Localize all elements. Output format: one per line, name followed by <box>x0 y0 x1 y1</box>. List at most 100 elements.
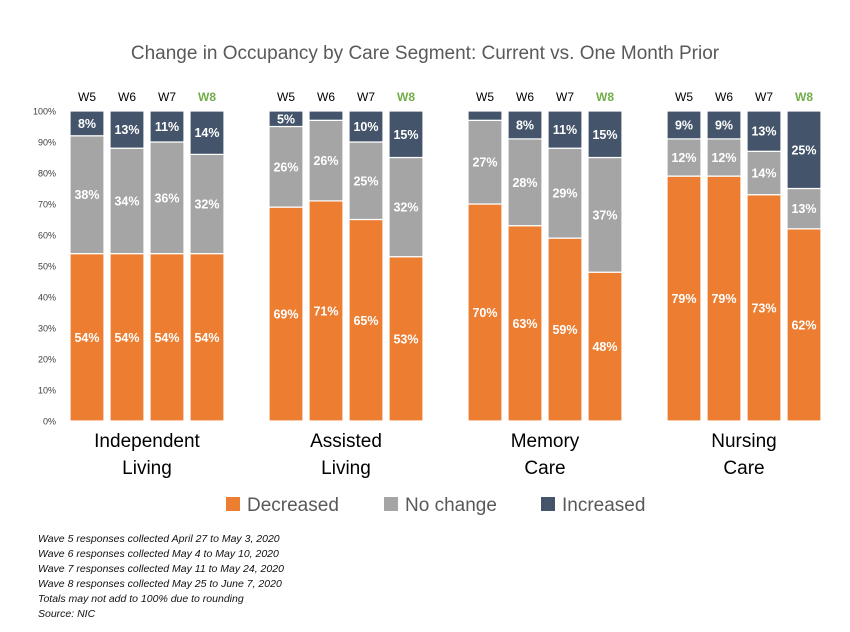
wave-label: W7 <box>755 90 773 104</box>
bar-group: W5 54% 38% 8% W6 54% 34% 13% W7 54% 36% 11% W8 54% 32%… <box>69 90 225 479</box>
y-tick-label: 80% <box>38 169 56 179</box>
footnote-wave8: Wave 8 responses collected May 25 to Jun… <box>38 578 282 590</box>
legend-swatch <box>384 497 398 511</box>
data-label: 12% <box>711 151 736 165</box>
wave-label: W5 <box>675 90 693 104</box>
data-label: 48% <box>592 340 617 354</box>
wave-label: W8 <box>795 90 813 104</box>
bar-segment <box>268 110 304 128</box>
bar-segment <box>268 206 304 422</box>
data-label: 54% <box>194 331 219 345</box>
wave-label: W8 <box>397 90 415 104</box>
y-tick-label: 50% <box>38 262 56 272</box>
bar-segment <box>547 110 583 149</box>
bar-segment <box>587 110 623 159</box>
bar-segment <box>467 119 503 205</box>
bar-segment <box>268 125 304 208</box>
category-label: Independent <box>94 431 200 452</box>
bar-segment <box>547 147 583 239</box>
data-label: 15% <box>592 128 617 142</box>
y-tick-label: 70% <box>38 200 56 210</box>
data-label: 25% <box>791 143 816 157</box>
data-label: 32% <box>194 198 219 212</box>
data-label: 34% <box>114 194 139 208</box>
data-label: 12% <box>671 151 696 165</box>
bar-segment <box>348 110 384 143</box>
data-label: 14% <box>194 126 219 140</box>
data-label: 71% <box>313 304 338 318</box>
y-tick-label: 60% <box>38 231 56 241</box>
wave-label: W6 <box>118 90 136 104</box>
legend-label: Increased <box>562 495 645 516</box>
data-label: 54% <box>154 331 179 345</box>
data-label: 10% <box>353 120 378 134</box>
y-tick-label: 0% <box>43 417 56 427</box>
bar-segment <box>467 110 503 121</box>
data-label: 54% <box>114 331 139 345</box>
data-label: 38% <box>74 188 99 202</box>
bar-group: W5 79% 12% 9% W6 79% 12% 9% W7 73% 14% 13% W8 62% 13% 2… <box>666 90 822 479</box>
data-label: 26% <box>313 154 338 168</box>
chart-title: Change in Occupancy by Care Segment: Cur… <box>131 43 720 64</box>
data-label: 13% <box>751 125 776 139</box>
data-label: 8% <box>516 118 534 132</box>
y-axis: 0% 10% 20% 30% 40% 50% 60% 70% 80% 90% 100% <box>33 107 56 427</box>
bar-segment <box>507 110 543 140</box>
bar-segment <box>149 110 185 143</box>
wave-label: W8 <box>198 90 216 104</box>
bars: W5 54% 38% 8% W6 54% 34% 13% W7 54% 36% 11% W8 54% 32%… <box>69 90 822 479</box>
data-label: 69% <box>273 308 298 322</box>
category-label: Living <box>122 458 172 479</box>
wave-label: W8 <box>596 90 614 104</box>
data-label: 70% <box>472 306 497 320</box>
category-label: Memory <box>511 431 580 452</box>
bar-segment <box>348 218 384 422</box>
y-tick-label: 10% <box>38 386 56 396</box>
footnote-source: Source: NIC <box>38 608 96 620</box>
bar-segment <box>189 253 225 422</box>
wave-label: W7 <box>158 90 176 104</box>
data-label: 15% <box>393 128 418 142</box>
legend-label: No change <box>405 495 497 516</box>
category-label: Assisted <box>310 431 382 452</box>
bar-segment <box>308 110 344 121</box>
category-label: Living <box>321 458 371 479</box>
legend-swatch <box>226 497 240 511</box>
bar-segment <box>69 253 105 422</box>
bar-segment <box>666 110 702 140</box>
wave-label: W6 <box>317 90 335 104</box>
data-label: 63% <box>512 317 537 331</box>
bar-segment <box>507 138 543 227</box>
bar-segment <box>388 110 424 159</box>
bar-segment <box>547 237 583 422</box>
bar-segment <box>587 271 623 422</box>
data-label: 13% <box>114 123 139 137</box>
data-label: 26% <box>273 160 298 174</box>
footnote-rounding: Totals may not add to 100% due to roundi… <box>38 593 244 605</box>
data-label: 13% <box>791 202 816 216</box>
data-label: 53% <box>393 332 418 346</box>
data-label: 62% <box>791 318 816 332</box>
bar-segment <box>706 138 742 177</box>
data-label: 32% <box>393 201 418 215</box>
bar-segment <box>666 138 702 177</box>
data-label: 9% <box>675 118 693 132</box>
data-label: 79% <box>711 292 736 306</box>
y-tick-label: 20% <box>38 355 56 365</box>
legend-label: Decreased <box>247 495 339 516</box>
data-label: 5% <box>277 112 295 126</box>
wave-label: W7 <box>357 90 375 104</box>
data-label: 37% <box>592 208 617 222</box>
data-label: 65% <box>353 314 378 328</box>
data-label: 11% <box>155 120 179 134</box>
footnote-wave7: Wave 7 responses collected May 11 to May… <box>38 563 284 575</box>
bar-segment <box>69 110 105 137</box>
bar-segment <box>587 156 623 273</box>
bar-group: W5 69% 26% 5% W6 71% 26% W7 65% 25% 10% W8 53% 32% 15%… <box>268 90 424 479</box>
y-tick-label: 100% <box>33 107 56 117</box>
legend: Decreased No change Increased <box>226 495 645 516</box>
bar-segment <box>786 110 822 190</box>
bar-segment <box>149 253 185 422</box>
wave-label: W5 <box>78 90 96 104</box>
bar-segment <box>786 187 822 230</box>
